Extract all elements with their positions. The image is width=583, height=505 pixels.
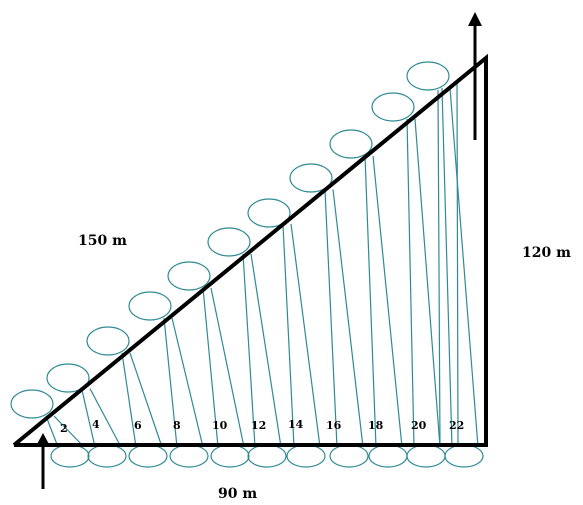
lap-number-label: 8 bbox=[173, 419, 181, 432]
rope-strand bbox=[89, 388, 122, 448]
rope-path bbox=[10, 61, 484, 468]
rope-strand bbox=[282, 224, 295, 448]
rope-strand bbox=[332, 189, 364, 448]
triangle-frame bbox=[12, 53, 488, 447]
rope-bottom-loop bbox=[286, 444, 326, 468]
rope-strand bbox=[372, 155, 403, 448]
lap-number-label: 2 bbox=[60, 422, 68, 435]
lap-number-label: 14 bbox=[288, 418, 304, 431]
rope-top-loop bbox=[10, 389, 54, 419]
rope-bottom-loop bbox=[368, 444, 408, 468]
lap-number-label: 16 bbox=[326, 419, 342, 432]
rope-top-loop bbox=[167, 261, 211, 291]
rope-bottom-loop bbox=[247, 444, 287, 468]
rope-strand bbox=[121, 352, 137, 448]
rope-strand bbox=[290, 223, 321, 448]
rope-top-loop bbox=[247, 198, 291, 228]
rope-strand bbox=[171, 317, 204, 448]
rope-bottom-loop bbox=[329, 444, 369, 468]
rope-strand bbox=[210, 287, 245, 448]
rope-strand bbox=[456, 79, 459, 448]
rope-strand bbox=[406, 118, 415, 448]
rope-strand bbox=[163, 317, 178, 448]
lap-number-label: 10 bbox=[212, 419, 228, 432]
rope-bottom-loop bbox=[444, 444, 484, 468]
rope-bottom-loop bbox=[50, 444, 90, 468]
rope-top-loop bbox=[128, 291, 172, 321]
up-arrow-icon bbox=[36, 433, 50, 489]
hypotenuse-length-label: 150 m bbox=[78, 233, 127, 249]
rope-top-loop bbox=[406, 61, 450, 91]
rope-top-loop bbox=[46, 363, 90, 393]
vertical-length-label: 120 m bbox=[522, 245, 571, 261]
rope-strand bbox=[81, 389, 96, 448]
rope-strand bbox=[202, 287, 219, 448]
rope-top-loop bbox=[371, 92, 415, 122]
lap-number-label: 22 bbox=[449, 419, 464, 432]
lap-number-label: 18 bbox=[368, 419, 384, 432]
rope-bottom-loop bbox=[406, 444, 446, 468]
rope-strand bbox=[441, 87, 453, 448]
rope-bottom-loop bbox=[128, 444, 168, 468]
lap-number-label: 6 bbox=[134, 419, 142, 432]
rope-top-loop bbox=[86, 326, 130, 356]
rope-bottom-loop bbox=[169, 444, 209, 468]
rope-strand bbox=[324, 189, 338, 448]
rope-top-loop bbox=[289, 163, 333, 193]
lap-number-labels: 2 4 6 8 10 12 14 16 18 20 22 bbox=[60, 418, 464, 435]
rope-strand bbox=[449, 87, 479, 448]
rope-strand bbox=[437, 89, 441, 448]
lap-number-label: 4 bbox=[92, 418, 100, 431]
rope-strand bbox=[250, 253, 282, 448]
rope-strand bbox=[45, 415, 59, 448]
rope-strand bbox=[242, 253, 256, 448]
rope-strand bbox=[129, 352, 163, 448]
rope-top-loop bbox=[207, 227, 251, 257]
rope-strand bbox=[414, 118, 441, 448]
rope-bottom-loop bbox=[210, 444, 250, 468]
rope-strand bbox=[53, 415, 85, 448]
base-length-label: 90 m bbox=[218, 486, 257, 502]
lap-number-label: 12 bbox=[251, 419, 266, 432]
lap-number-label: 20 bbox=[411, 419, 427, 432]
rope-strand bbox=[364, 155, 377, 448]
rope-top-loop bbox=[329, 129, 373, 159]
rope-bottom-loop bbox=[87, 444, 127, 468]
up-arrow-icon bbox=[468, 12, 482, 140]
